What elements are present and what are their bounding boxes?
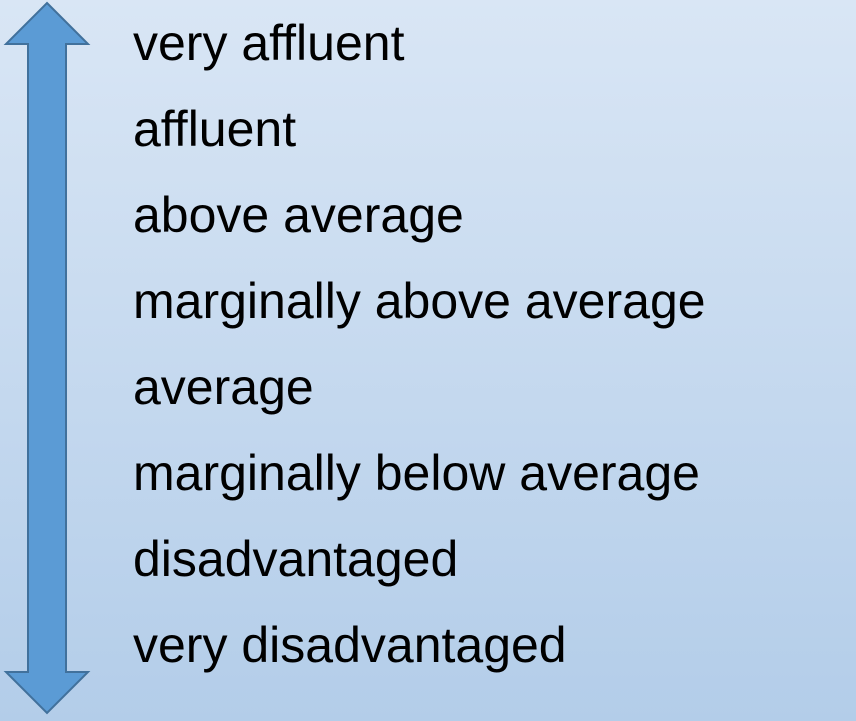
level-label: very disadvantaged [133,617,567,673]
level-label: affluent [133,101,297,157]
level-list: very affluent affluent above average margin… [133,0,706,688]
level-label: marginally below average [133,445,700,501]
level-label: above average [133,187,464,243]
level-label: marginally above average [133,273,706,329]
level-label: average [133,359,314,415]
level-label: very affluent [133,15,405,71]
level-label: disadvantaged [133,531,459,587]
double-arrow [3,1,91,715]
arrow-shape [3,1,91,715]
